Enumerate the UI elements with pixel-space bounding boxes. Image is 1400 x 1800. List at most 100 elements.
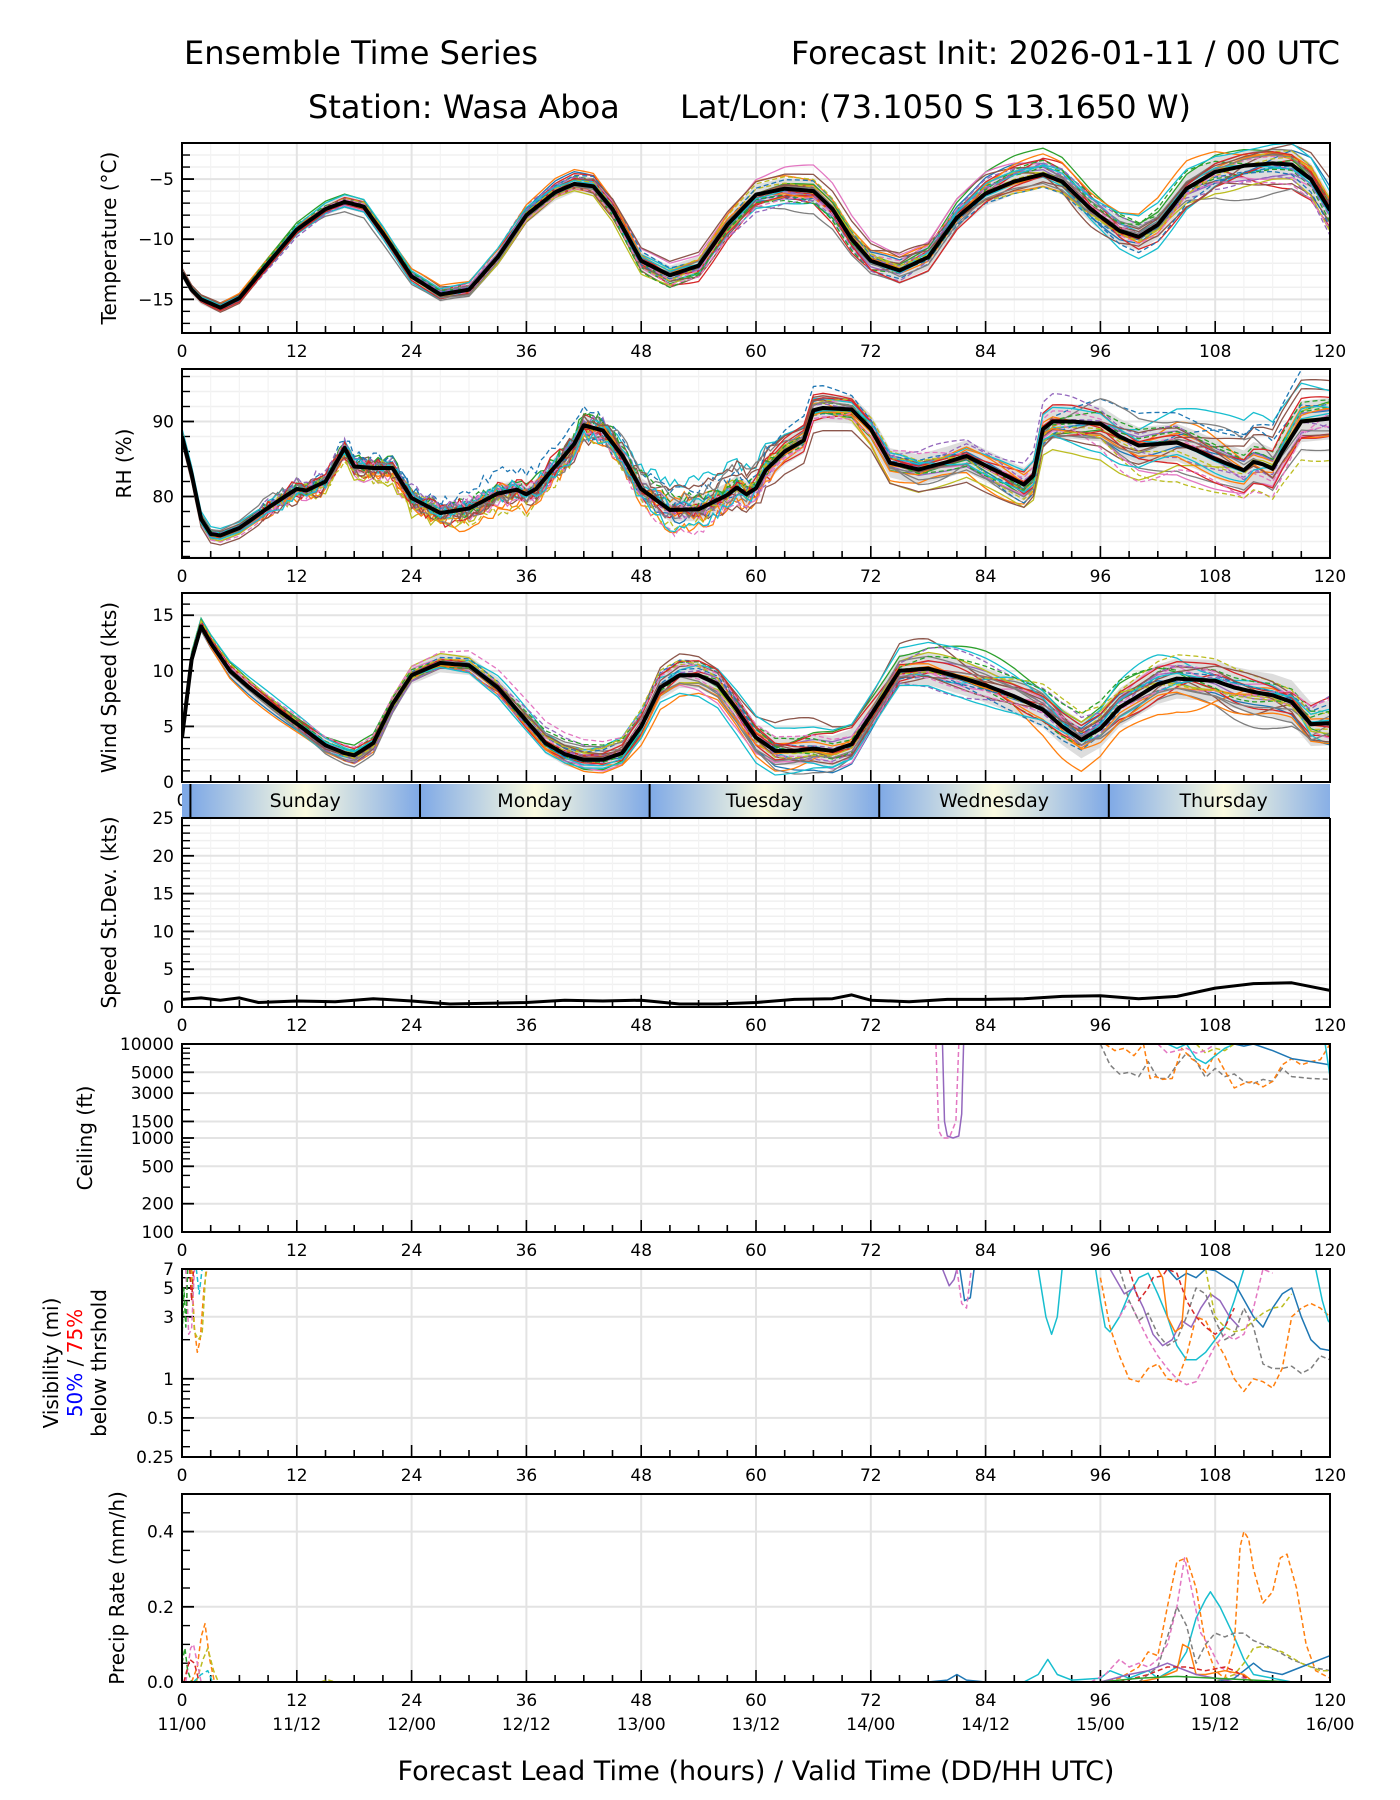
wind_speed-plot-area	[182, 616, 1330, 776]
rh-plot-area	[182, 369, 1330, 546]
x-tick-label: 72	[860, 1016, 882, 1036]
temperature-spread-band	[182, 148, 1330, 313]
day-segment-tuesday: Tuesday	[648, 784, 880, 817]
y-tick-label: 500	[142, 1157, 174, 1177]
x-tick-label: 24	[401, 342, 423, 362]
y-tick-label: 10	[152, 662, 174, 682]
x-tick-label: 48	[630, 1691, 652, 1711]
y-tick-label: 7	[163, 1260, 174, 1280]
x-valid-time-label: 14/00	[846, 1715, 895, 1735]
x-tick-label: 24	[401, 1016, 423, 1036]
x-tick-label: 48	[630, 342, 652, 362]
y-axis-label: Wind Speed (kts)	[97, 602, 121, 773]
visibility-series-member-orange-2	[1099, 1277, 1330, 1393]
visibility-series-member-cyan-90	[1037, 1269, 1063, 1336]
y-tick-label: 5000	[131, 1063, 174, 1083]
y-tick-label: 90	[152, 413, 174, 433]
y-axis-label: RH (%)	[112, 429, 136, 499]
panel-wind_speed: 05101501224364860728496108120Wind Speed …	[97, 592, 1346, 811]
x-tick-label: 60	[745, 342, 767, 362]
x-tick-label: 48	[630, 1016, 652, 1036]
x-tick-label: 120	[1314, 342, 1346, 362]
x-tick-label: 96	[1090, 567, 1112, 587]
x-tick-label: 108	[1199, 342, 1231, 362]
x-tick-label: 72	[860, 342, 882, 362]
x-tick-label: 24	[401, 1241, 423, 1261]
station-label: Station: Wasa Aboa	[308, 88, 620, 126]
day-label: Monday	[497, 790, 572, 812]
y-tick-label: 0.2	[147, 1598, 174, 1618]
x-tick-label: 84	[975, 567, 997, 587]
x-tick-label: 12	[286, 567, 308, 587]
vis-50-label: 50%	[63, 1373, 87, 1417]
y-axis-label: Ceiling (ft)	[73, 1086, 97, 1191]
visibility-series-member-cyan	[195, 1269, 203, 1295]
y-tick-label: 1	[163, 1370, 174, 1390]
y-tick-label: 5	[163, 1279, 174, 1299]
x-tick-label: 12	[286, 1241, 308, 1261]
x-tick-label: 36	[516, 567, 538, 587]
x-tick-label: 84	[975, 1466, 997, 1486]
x-tick-label: 96	[1090, 1016, 1112, 1036]
rh-frame	[181, 368, 1331, 559]
visibility-series-member-pink-2	[1118, 1269, 1273, 1386]
day-band-right-mask	[1330, 783, 1400, 818]
rh-member-line	[182, 393, 1330, 535]
y-tick-label: 15	[152, 606, 174, 626]
precip_rate-series-member-cyan	[192, 1669, 214, 1682]
y-axis-label-line3: below thrshold	[87, 1289, 111, 1437]
day-segment-thursday: Thursday	[1107, 784, 1339, 817]
visibility-series-member-blue-80	[959, 1269, 975, 1302]
speed_stdev-frame	[181, 817, 1331, 1008]
y-axis-label: Speed St.Dev. (kts)	[97, 816, 121, 1008]
wind_speed-frame	[181, 592, 1331, 783]
x-tick-label: 120	[1314, 1016, 1346, 1036]
y-tick-label: 0.25	[136, 1448, 174, 1468]
precip_rate-series-member-orange	[190, 1622, 216, 1682]
day-segment-fill	[879, 784, 1109, 817]
panel-temperature: −15 −10 −5 0 12 24 36 48 60 72 84 96 108 120 Temperatu…	[97, 142, 1346, 362]
x-tick-label: 60	[745, 1691, 767, 1711]
x-tick-label: 0	[177, 1466, 188, 1486]
temperature-member-line	[182, 143, 1330, 307]
x-tick-label: 12	[286, 1691, 308, 1711]
visibility-series-member-orange-3	[1157, 1269, 1188, 1333]
rh-member-line	[182, 392, 1330, 538]
temperature-ensemble-mean-line	[182, 161, 1330, 310]
y-tick-label: 3000	[131, 1084, 174, 1104]
ceiling-series-member-blue	[1196, 1044, 1330, 1066]
x-tick-label: 48	[630, 1241, 652, 1261]
precip_rate-series-member-red-2	[1119, 1666, 1254, 1682]
rh-ensemble-mean-line	[182, 406, 1330, 538]
visibility-series-member-pink-80	[956, 1269, 973, 1309]
ceiling-series-member-pink	[935, 1044, 960, 1139]
x-valid-time-label: 11/12	[272, 1715, 321, 1735]
x-tick-label: 24	[401, 1466, 423, 1486]
temperature-member-line	[182, 165, 1330, 311]
x-axis-label: Forecast Lead Time (hours) / Valid Time …	[398, 1756, 1115, 1787]
wind_speed-ensemble-mean-line	[182, 624, 1330, 762]
precip_rate-frame	[181, 1493, 1331, 1683]
x-tick-label: 108	[1199, 567, 1231, 587]
day-segment-fill	[190, 784, 421, 817]
precip_rate-series-member-olive	[195, 1647, 220, 1682]
vis-sep: /	[63, 1353, 87, 1372]
y-tick-label: 0	[163, 773, 174, 793]
visibility-series-member-cyan-2	[1094, 1269, 1245, 1361]
y-tick-label: 1000	[131, 1129, 174, 1149]
ceiling-series-member-orange	[1104, 1044, 1330, 1089]
wind_speed-member-line	[182, 627, 1330, 773]
x-tick-label: 96	[1090, 342, 1112, 362]
ceiling-series-member-cyan	[1167, 1044, 1330, 1077]
x-valid-time-label: 13/12	[732, 1715, 781, 1735]
panel-visibility: 0.25 0.5 1 3 57 0 12 24 36 48 60 72 84 96 108 120 Visibi…	[39, 1260, 1346, 1486]
panel-rh: 80 90 0 12 24 36 48 60 72 84 96 108 120 RH (%)	[112, 368, 1346, 587]
x-tick-label: 108	[1199, 1016, 1231, 1036]
x-valid-time-label: 15/00	[1076, 1715, 1125, 1735]
visibility-series-member-purple-80	[941, 1269, 958, 1287]
x-tick-label: 12	[286, 1016, 308, 1036]
x-tick-label: 84	[975, 1241, 997, 1261]
precip_rate-series-member-gray-2	[1138, 1606, 1330, 1682]
y-tick-label: −10	[138, 230, 174, 250]
x-valid-time-label: 13/00	[617, 1715, 666, 1735]
